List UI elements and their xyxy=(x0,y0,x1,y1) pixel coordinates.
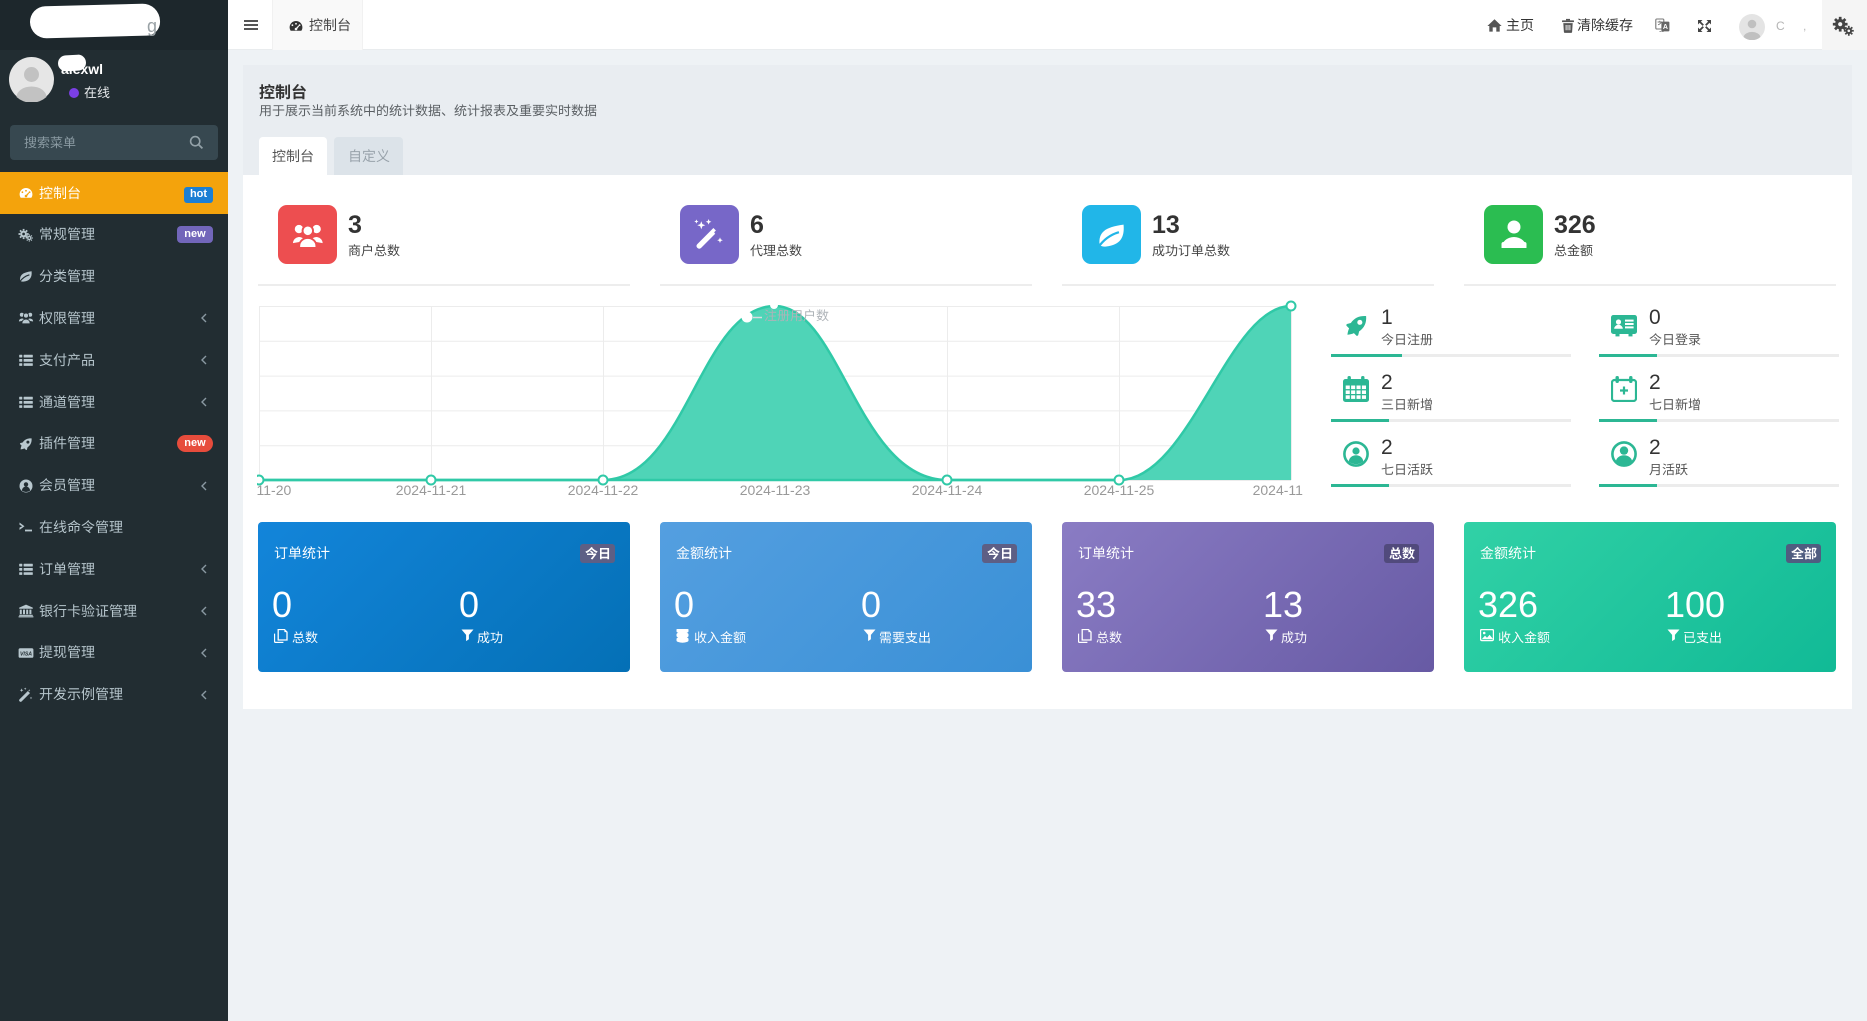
svg-text:A: A xyxy=(1663,24,1668,31)
svg-text:VISA: VISA xyxy=(20,651,32,657)
